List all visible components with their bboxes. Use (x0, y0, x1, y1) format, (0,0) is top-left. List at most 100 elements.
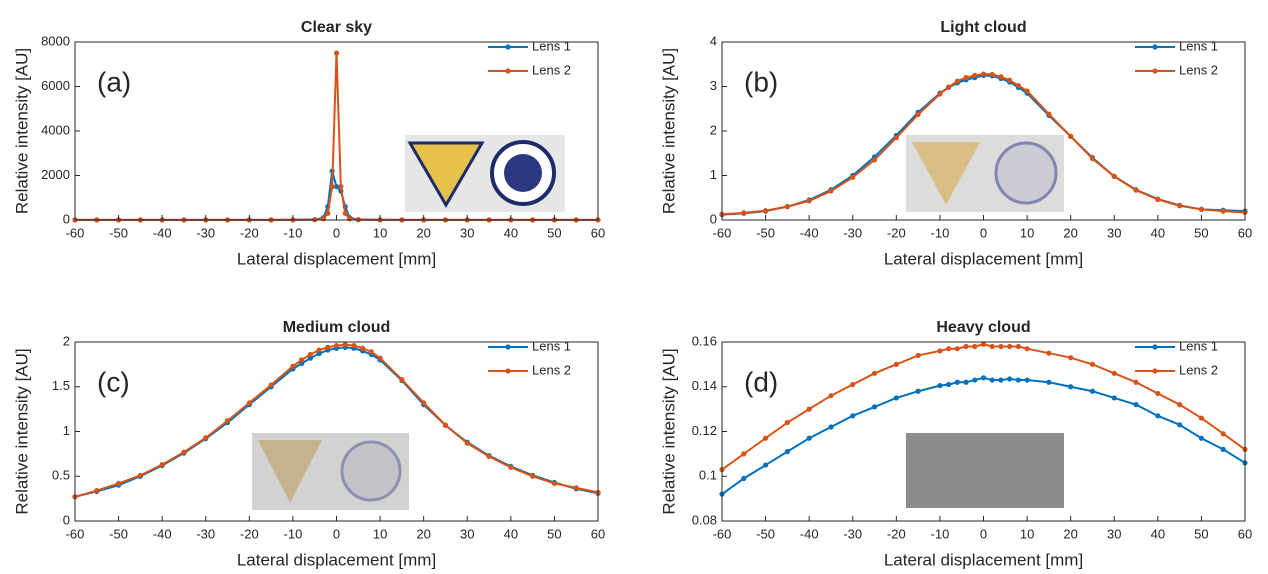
emblem-triangle-blur (258, 440, 322, 503)
panel-label: (c) (97, 366, 130, 397)
legend-marker (505, 344, 511, 350)
data-point (573, 485, 579, 491)
data-point (850, 174, 856, 180)
data-point (893, 395, 899, 401)
legend-marker (505, 368, 511, 374)
data-point (915, 352, 921, 359)
data-point (320, 216, 327, 222)
x-tick-label: 10 (1020, 225, 1034, 240)
data-point (850, 413, 856, 419)
data-point (338, 184, 344, 190)
data-point (224, 418, 231, 424)
y-tick-label: 4 (710, 33, 717, 48)
y-tick-label: 1.5 (52, 378, 70, 393)
chart-title: Heavy cloud (936, 319, 1030, 336)
chart-title: Clear sky (301, 19, 372, 36)
emblem-triangle (407, 141, 485, 208)
data-point (989, 71, 995, 78)
chart-panel: -60 -50 -40 -30 -20 -10 0 10 20 30 40 50 60 0 2000 4000… (12, 19, 605, 268)
x-tick-label: -40 (800, 225, 819, 240)
x-tick-label: -50 (756, 225, 775, 240)
x-tick-label: -10 (284, 225, 303, 240)
data-point (893, 135, 899, 141)
data-point (299, 360, 305, 367)
data-point (342, 210, 348, 216)
data-point (1198, 206, 1205, 212)
data-point (486, 453, 492, 460)
legend-marker (505, 68, 511, 74)
data-point (268, 382, 274, 388)
y-tick-label: 0.08 (692, 512, 717, 527)
x-tick-label: 20 (1063, 225, 1077, 240)
data-point (421, 400, 427, 406)
data-point (203, 435, 209, 441)
chart-title: Light cloud (940, 19, 1026, 36)
x-tick-label: 40 (1151, 225, 1165, 240)
data-point (963, 379, 969, 385)
y-tick-label: 0 (63, 211, 70, 226)
x-tick-label: -60 (66, 225, 85, 240)
data-point (741, 451, 747, 457)
x-tick-label: -30 (843, 225, 862, 240)
data-point (1007, 77, 1013, 83)
y-tick-label: 0.1 (699, 468, 717, 483)
data-point (946, 381, 952, 388)
data-point (1111, 370, 1117, 376)
data-point (181, 449, 187, 455)
x-tick-label: 50 (547, 225, 561, 240)
legend-marker (1152, 368, 1158, 374)
x-tick-label: -30 (196, 225, 215, 240)
data-point (998, 343, 1004, 350)
x-tick-label: 0 (333, 225, 340, 240)
x-tick-label: -10 (284, 526, 303, 541)
y-tick-label: 3 (710, 78, 717, 93)
data-point (1220, 431, 1226, 437)
data-point (333, 184, 340, 190)
y-tick-label: 0.5 (52, 468, 70, 483)
data-point (325, 344, 331, 350)
data-point (1015, 343, 1021, 350)
data-point (980, 71, 987, 77)
data-point (1220, 446, 1226, 452)
data-point (1024, 88, 1030, 94)
legend-marker (1152, 44, 1158, 50)
data-point (989, 377, 995, 383)
data-point (937, 348, 943, 354)
x-tick-label: -50 (109, 225, 128, 240)
data-point (377, 355, 383, 361)
y-tick-label: 0.12 (692, 423, 717, 438)
data-point (329, 184, 335, 190)
y-tick-label: 0.14 (692, 378, 717, 393)
data-point (741, 210, 747, 216)
legend-label: Lens 2 (532, 62, 571, 77)
legend-label: Lens 2 (1179, 362, 1218, 377)
y-tick-label: 2 (63, 333, 70, 348)
legend-label: Lens 1 (532, 38, 571, 53)
data-point (954, 379, 960, 385)
data-point (1155, 390, 1161, 397)
emblem-core (504, 154, 542, 192)
data-point (828, 393, 834, 399)
y-tick-label: 2 (710, 122, 717, 137)
y-tick-label: 6000 (41, 78, 70, 93)
y-tick-label: 1 (63, 423, 70, 438)
data-point (998, 377, 1004, 383)
x-tick-label: -60 (713, 225, 732, 240)
x-tick-label: 0 (333, 526, 340, 541)
x-tick-label: 40 (1151, 526, 1165, 541)
y-axis-label: Relative intensity [AU] (12, 48, 31, 214)
inset-photos (252, 135, 1064, 510)
data-point (1068, 133, 1074, 139)
x-tick-label: 30 (1107, 526, 1121, 541)
data-point (946, 346, 952, 352)
photo-d (906, 433, 1064, 508)
emblem-circle-blur (994, 141, 1058, 205)
data-point (980, 341, 987, 347)
data-point (137, 472, 143, 478)
x-tick-label: -50 (756, 526, 775, 541)
x-tick-label: 0 (980, 526, 987, 541)
x-tick-label: 0 (980, 225, 987, 240)
data-point (989, 343, 995, 350)
x-axis-label: Lateral displacement [mm] (884, 249, 1083, 268)
